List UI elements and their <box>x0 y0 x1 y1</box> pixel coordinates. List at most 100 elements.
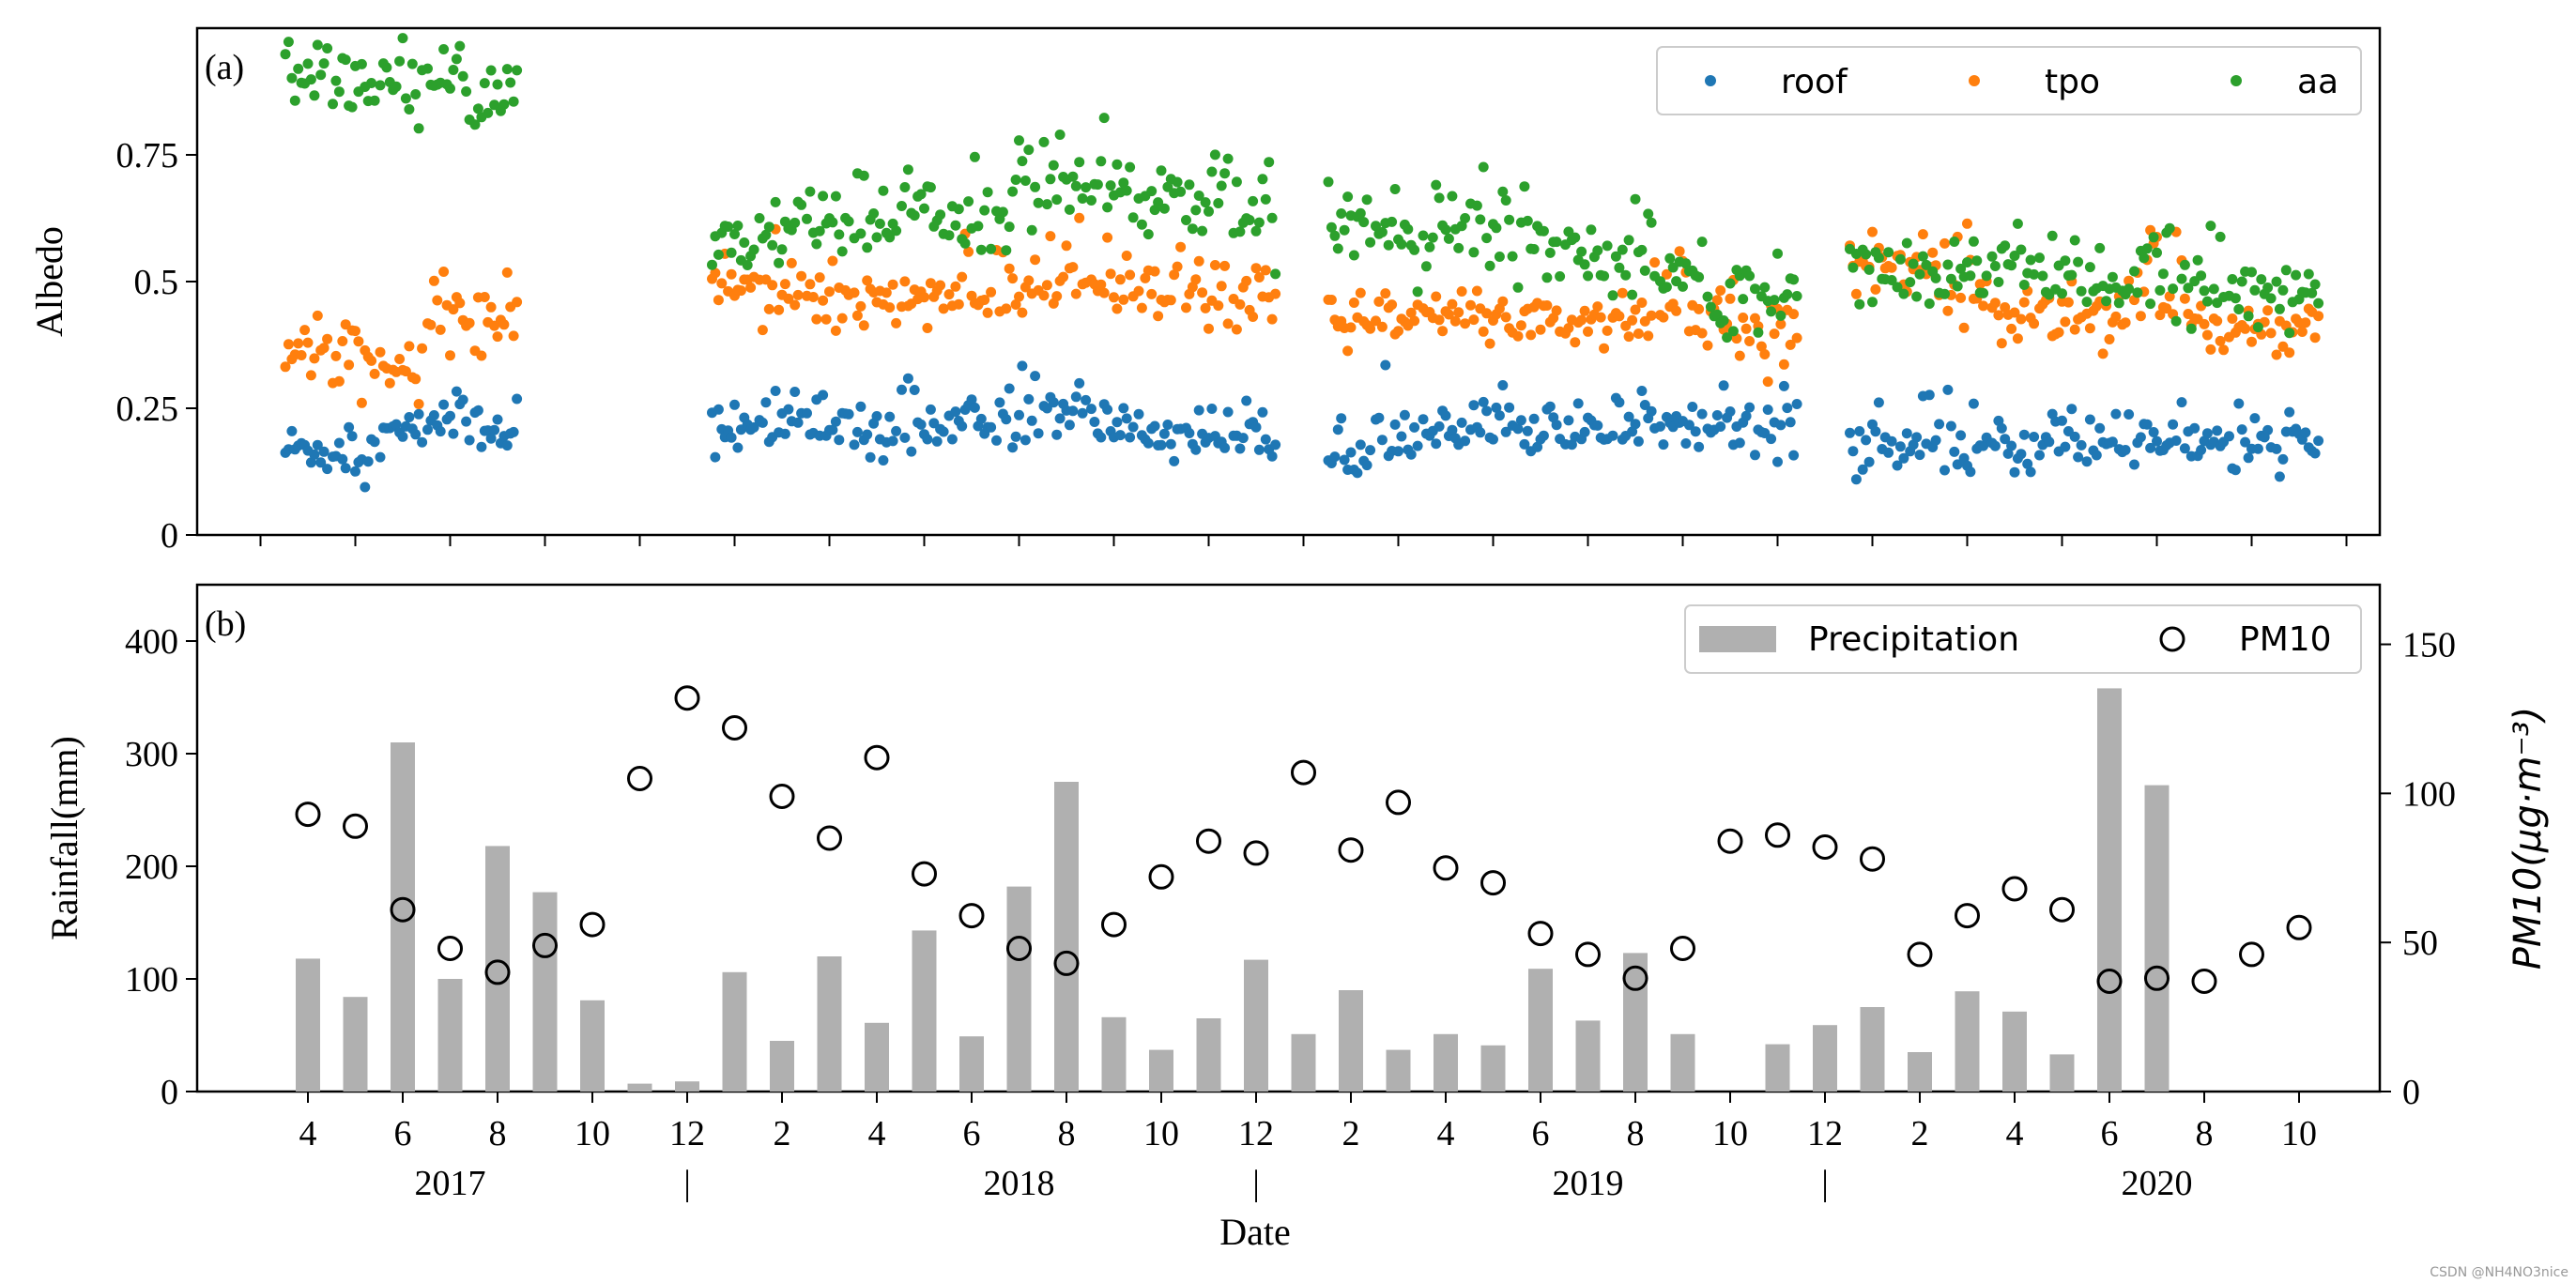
roof-point <box>1914 450 1925 461</box>
roof-point <box>1528 413 1540 424</box>
roof-point <box>1785 417 1796 428</box>
roof-point <box>1930 435 1941 446</box>
tpo-point <box>1250 263 1262 274</box>
roof-point <box>2145 442 2156 453</box>
aa-point <box>2157 268 2169 280</box>
aa-point <box>2183 283 2194 294</box>
aa-point <box>1978 287 1989 298</box>
aa-point <box>1986 251 1998 262</box>
tpo-point <box>891 317 902 328</box>
pm10-marker <box>390 896 416 923</box>
aa-point <box>919 203 929 214</box>
tpo-point <box>366 355 377 366</box>
aa-point <box>1867 297 1878 308</box>
roof-point <box>1355 439 1366 451</box>
roof-point <box>1051 429 1063 440</box>
tpo-point <box>476 350 487 361</box>
tpo-point <box>302 337 314 348</box>
aa-point <box>811 238 822 250</box>
tpo-point <box>1405 307 1417 318</box>
tpo-point <box>887 279 898 290</box>
aa-point <box>1602 240 1613 252</box>
tpo-point <box>1541 300 1553 311</box>
tpo-point <box>1017 307 1028 318</box>
aa-point <box>1136 219 1147 230</box>
tpo-point <box>818 295 829 306</box>
roof-point <box>849 439 860 451</box>
tpo-point <box>2124 275 2135 286</box>
aa-point <box>1993 277 2004 287</box>
roof-point <box>445 410 455 421</box>
tpo-point <box>2062 297 2074 308</box>
tpo-point <box>1778 359 1789 370</box>
tpo-point <box>862 275 873 286</box>
aa-point <box>1010 175 1021 185</box>
tpo-point <box>1870 283 1881 295</box>
aa-point <box>1766 306 1777 317</box>
roof-point <box>1434 420 1445 432</box>
roof-point <box>938 426 949 437</box>
tpo-point <box>735 285 746 297</box>
aa-point <box>2185 323 2197 334</box>
x-tick-label: 6 <box>1532 1114 1550 1153</box>
aa-point <box>1158 203 1170 214</box>
aa-point <box>959 237 971 249</box>
aa-point <box>1064 204 1075 215</box>
pm10-marker <box>864 744 890 771</box>
aa-point <box>1478 161 1489 173</box>
aa-point <box>1484 260 1495 271</box>
aa-point <box>774 257 785 268</box>
precipitation-bar <box>580 1000 605 1092</box>
aa-point <box>501 64 513 75</box>
roof-point <box>2271 443 2282 454</box>
roof-point <box>925 404 936 415</box>
aa-point <box>1610 251 1621 262</box>
tpo-point <box>1738 313 1749 323</box>
tpo-point <box>1614 311 1625 322</box>
aa-point <box>767 239 778 251</box>
precipitation-bar <box>2144 785 2170 1092</box>
aa-point <box>836 246 848 257</box>
roof-point <box>1389 419 1401 430</box>
roof-point <box>417 436 428 448</box>
aa-point <box>979 205 990 216</box>
aa-point <box>878 185 889 196</box>
tpo-point <box>1535 324 1546 335</box>
roof-point <box>1070 391 1081 403</box>
roof-point <box>957 420 968 432</box>
roof-point <box>1687 402 1698 412</box>
x-tick-label: 4 <box>299 1114 317 1153</box>
x-tick-label: 10 <box>2281 1114 2317 1153</box>
aa-point <box>2280 265 2292 276</box>
roof-point <box>340 463 351 474</box>
aa-point <box>1538 225 1549 237</box>
roof-point <box>1740 410 1752 421</box>
aa-point <box>748 244 759 255</box>
aa-point <box>410 89 422 99</box>
year-separator: | <box>1821 1164 1829 1203</box>
aa-point <box>2066 269 2078 281</box>
tpo-point <box>943 289 955 300</box>
aa-point <box>1443 233 1454 244</box>
roof-point <box>2107 436 2118 448</box>
aa-point <box>1339 224 1350 236</box>
tpo-point <box>1725 293 1736 304</box>
tpo-point <box>1942 305 1954 316</box>
roof-point <box>1149 420 1160 432</box>
aa-point <box>333 86 345 98</box>
tpo-point <box>2199 318 2210 329</box>
precipitation-bar <box>1149 1049 1173 1092</box>
roof-point <box>397 431 408 442</box>
roof-point <box>1336 413 1347 424</box>
panel-b-tag: (b) <box>205 604 246 644</box>
aa-point <box>1420 261 1432 272</box>
tpo-point <box>445 350 455 361</box>
aa-point <box>742 260 753 270</box>
tpo-point <box>1007 273 1019 284</box>
tpo-point <box>356 397 367 408</box>
aa-point <box>1775 310 1786 321</box>
roof-point <box>1996 422 2007 434</box>
aa-point <box>1949 237 1960 247</box>
roof-point <box>2141 419 2153 430</box>
roof-point <box>1696 408 1708 420</box>
